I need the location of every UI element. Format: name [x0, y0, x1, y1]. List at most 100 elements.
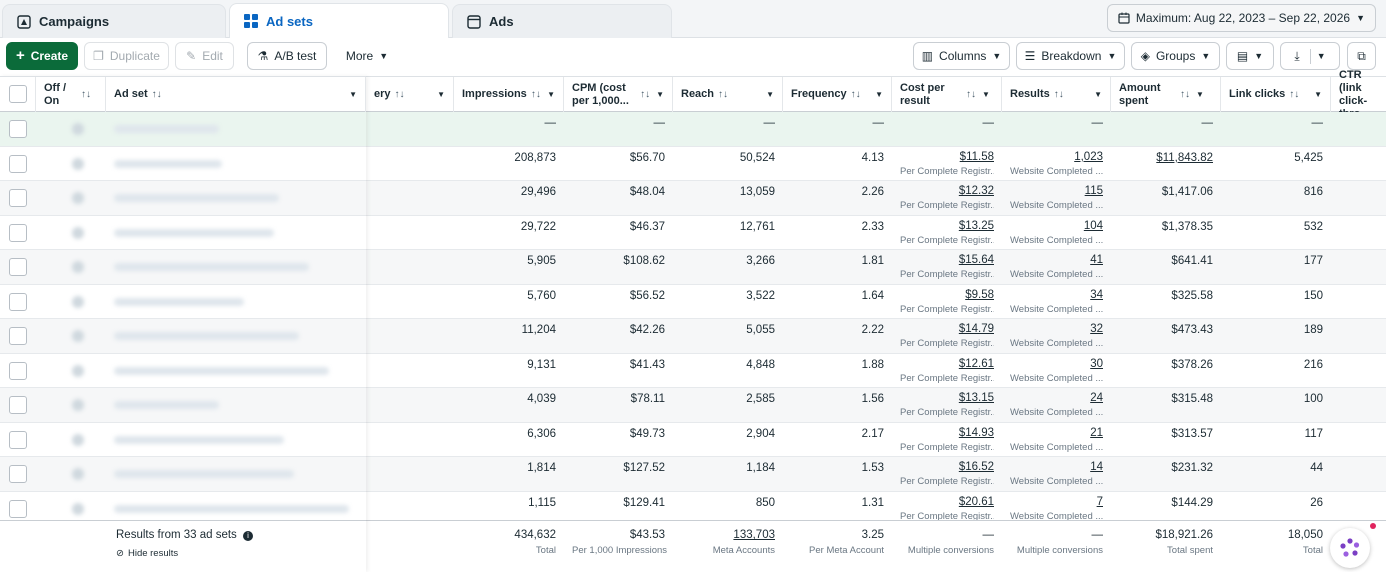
ad-set-name-redacted[interactable] [114, 366, 329, 375]
sort-icon[interactable]: ↑↓ [530, 89, 541, 100]
col-frequency[interactable]: Frequency ↑↓ ▼ [783, 77, 892, 112]
total-value[interactable]: 133,703 [733, 529, 775, 541]
cell-cpr[interactable]: $20.61 Per Complete Registr... [892, 492, 1002, 526]
cell-cpr[interactable]: $13.15 Per Complete Registr... [892, 388, 1002, 422]
sort-icon[interactable]: ↑↓ [1053, 89, 1064, 100]
toggle-switch[interactable] [72, 364, 84, 377]
tab-ads[interactable]: Ads [452, 4, 672, 38]
duplicate-button[interactable]: ❐ Duplicate [84, 42, 169, 70]
row-checkbox[interactable] [9, 223, 27, 242]
table-row[interactable]: 208,873 $56.70 50,524 4.13 $11.58 Per Complet… [0, 147, 1386, 181]
cell-cpr[interactable]: $15.64 Per Complete Registr... [892, 250, 1002, 284]
cell-cpr[interactable]: $14.93 Per Complete Registr... [892, 423, 1002, 457]
col-link-clicks[interactable]: Link clicks ↑↓ ▼ [1221, 77, 1331, 112]
more-button[interactable]: More ▼ [335, 42, 399, 70]
chevron-down-icon[interactable]: ▼ [437, 90, 445, 99]
cell-cpr[interactable]: $9.58 Per Complete Registr... [892, 285, 1002, 319]
row-checkbox[interactable] [9, 361, 27, 380]
cell-cpr[interactable]: $11.58 Per Complete Registr... [892, 147, 1002, 181]
cell-value[interactable]: $13.25 [958, 219, 994, 232]
col-amount-spent[interactable]: Amount spent ↑↓ ▼ [1111, 77, 1221, 112]
sort-icon[interactable]: ↑↓ [394, 89, 405, 100]
cell-cpr[interactable]: $14.79 Per Complete Registr... [892, 319, 1002, 353]
chevron-down-icon[interactable]: ▼ [656, 90, 664, 99]
hide-results-link[interactable]: ⊘ Hide results [116, 548, 178, 559]
ad-set-name-redacted[interactable] [114, 297, 244, 306]
col-off-on[interactable]: Off / On ↑↓ [36, 77, 106, 112]
table-row[interactable]: 5,905 $108.62 3,266 1.81 $15.64 Per Complete … [0, 250, 1386, 285]
cell-value[interactable]: 34 [1090, 288, 1103, 301]
row-checkbox[interactable] [9, 499, 27, 518]
table-row[interactable]: 6,306 $49.73 2,904 2.17 $14.93 Per Complete R… [0, 423, 1386, 457]
toggle-switch[interactable] [72, 157, 84, 170]
col-ctr[interactable]: CTR (link click-thro [1331, 69, 1386, 120]
col-ad-set[interactable]: Ad set ↑↓ ▼ [106, 77, 366, 112]
chart-view-button[interactable]: ⧉ [1347, 42, 1376, 70]
toggle-switch[interactable] [72, 192, 84, 204]
cell-results[interactable]: 104 Website Completed ... [1002, 216, 1111, 250]
select-all-checkbox[interactable] [9, 85, 27, 103]
cell-results[interactable]: 1,023 Website Completed ... [1002, 147, 1111, 181]
chevron-down-icon[interactable]: ▼ [349, 90, 357, 99]
ad-set-name-redacted[interactable] [114, 435, 284, 444]
ad-set-name-redacted[interactable] [114, 263, 309, 271]
table-row[interactable]: 9,131 $41.43 4,848 1.88 $12.61 Per Complete R… [0, 354, 1386, 388]
cell-cpr[interactable]: $13.25 Per Complete Registr... [892, 216, 1002, 250]
row-checkbox[interactable] [9, 258, 27, 276]
cell-value[interactable]: $14.93 [958, 426, 994, 439]
ad-set-name-redacted[interactable] [114, 125, 219, 133]
tab-campaigns[interactable]: Campaigns [2, 4, 226, 38]
toggle-switch[interactable] [72, 295, 84, 308]
table-row[interactable]: 4,039 $78.11 2,585 1.56 $13.15 Per Complete R… [0, 388, 1386, 423]
total-reach[interactable]: 133,703 Meta Accounts [673, 529, 783, 556]
chevron-down-icon[interactable]: ▼ [875, 90, 883, 99]
table-row[interactable]: — — — — — — — — [0, 112, 1386, 147]
cell-cpr[interactable]: $12.32 Per Complete Registr... [892, 181, 1002, 215]
sort-icon[interactable]: ↑↓ [151, 89, 162, 100]
cell-value[interactable]: $15.64 [958, 254, 994, 266]
row-checkbox[interactable] [9, 396, 27, 414]
info-icon[interactable]: i [243, 531, 254, 541]
chevron-down-icon[interactable]: ▼ [766, 90, 774, 99]
row-checkbox[interactable] [9, 327, 27, 345]
cell-value[interactable]: 104 [1083, 219, 1103, 232]
tab-ad-sets[interactable]: Ad sets [229, 3, 449, 38]
chevron-down-icon[interactable]: ▼ [547, 90, 555, 99]
cell-value[interactable]: $13.15 [958, 392, 994, 404]
row-checkbox[interactable] [9, 292, 27, 311]
row-checkbox[interactable] [9, 120, 27, 138]
row-checkbox[interactable] [9, 189, 27, 207]
table-row[interactable]: 1,814 $127.52 1,184 1.53 $16.52 Per Complete … [0, 457, 1386, 492]
cell-value[interactable]: 24 [1090, 392, 1103, 404]
toggle-switch[interactable] [72, 433, 84, 446]
export-button[interactable]: ⤓ ▼ [1280, 42, 1340, 70]
date-range-picker[interactable]: Maximum: Aug 22, 2023 – Sep 22, 2026 ▼ [1106, 4, 1376, 32]
cell-value[interactable]: $20.61 [958, 495, 994, 508]
breakdown-button[interactable]: ☰ Breakdown ▼ [1016, 42, 1125, 70]
col-cost-per-result[interactable]: Cost per result ↑↓ ▼ [892, 77, 1002, 112]
cell-results[interactable]: 32 Website Completed ... [1002, 319, 1111, 353]
toggle-switch[interactable] [72, 502, 84, 515]
toggle-switch[interactable] [72, 468, 84, 480]
table-row[interactable]: 29,496 $48.04 13,059 2.26 $12.32 Per Complete… [0, 181, 1386, 216]
sort-icon[interactable]: ↑↓ [640, 89, 651, 100]
ad-set-name-redacted[interactable] [114, 504, 349, 513]
toggle-switch[interactable] [72, 399, 84, 411]
cell-results[interactable]: 14 Website Completed ... [1002, 457, 1111, 491]
cell-value[interactable]: $14.79 [958, 323, 994, 335]
table-row[interactable]: 29,722 $46.37 12,761 2.33 $13.25 Per Complete… [0, 216, 1386, 250]
cell-cpr[interactable]: $16.52 Per Complete Registr... [892, 457, 1002, 491]
create-button[interactable]: + Create [6, 42, 78, 70]
toggle-switch[interactable] [72, 123, 84, 135]
col-impressions[interactable]: Impressions ↑↓ ▼ [454, 77, 564, 112]
chevron-down-icon[interactable]: ▼ [1196, 90, 1204, 99]
col-delivery[interactable]: ery ↑↓ ▼ [366, 77, 454, 112]
cell-results[interactable]: 30 Website Completed ... [1002, 354, 1111, 388]
chevron-down-icon[interactable]: ▼ [1314, 90, 1322, 99]
cell-value[interactable]: 21 [1090, 426, 1103, 439]
cell-value[interactable]: 7 [1096, 495, 1103, 508]
columns-button[interactable]: ▥ Columns ▼ [913, 42, 1010, 70]
sort-icon[interactable]: ↑↓ [1180, 89, 1190, 100]
cell-value[interactable]: 32 [1090, 323, 1103, 335]
ad-set-name-redacted[interactable] [114, 159, 222, 168]
